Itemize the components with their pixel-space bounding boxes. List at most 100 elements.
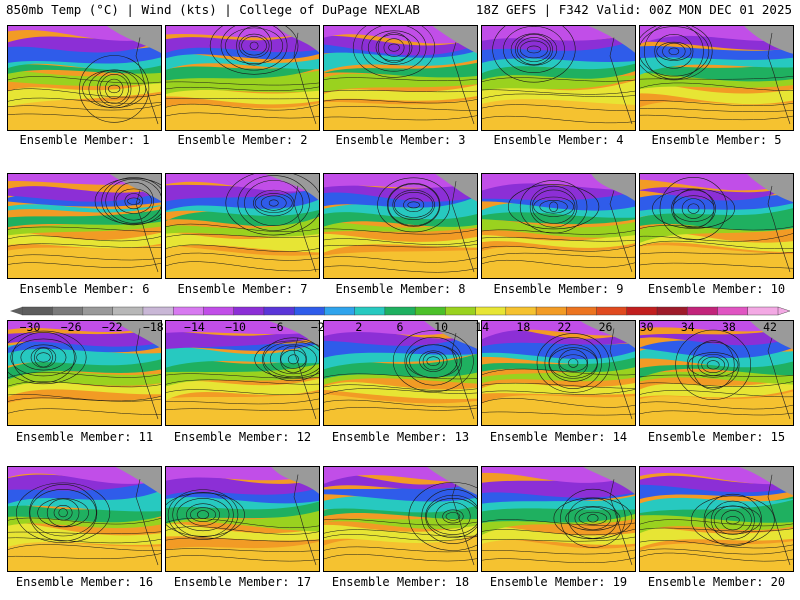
colorbar-swatch	[263, 306, 295, 316]
colorbar-swatch	[384, 306, 416, 316]
ensemble-member-label: Ensemble Member: 20	[647, 575, 786, 589]
temperature-colorbar: −30 −26 −22 −18 −14 −10 −6 −2 2 6 10 14 18 22 26 30 34 38…	[10, 306, 791, 334]
temperature-field	[166, 174, 319, 278]
ensemble-member-label: Ensemble Member: 16	[15, 575, 154, 589]
colorbar-swatch	[172, 306, 204, 316]
ensemble-member-map	[481, 173, 636, 279]
temperature-field	[324, 26, 477, 130]
ensemble-member-map	[639, 466, 794, 572]
colorbar-swatch	[233, 306, 265, 316]
colorbar-right-arrow	[777, 306, 791, 316]
ensemble-member-map	[7, 320, 162, 426]
colorbar-swatch	[21, 306, 53, 316]
temperature-field	[166, 321, 319, 425]
temperature-field	[640, 467, 793, 571]
colorbar-tick-label: 30	[640, 320, 654, 334]
ensemble-member-map	[7, 173, 162, 279]
ensemble-member-map	[7, 25, 162, 131]
temperature-field	[640, 174, 793, 278]
ensemble-member-label: Ensemble Member: 12	[173, 430, 312, 444]
ensemble-member-label: Ensemble Member: 11	[15, 430, 154, 444]
colorbar-tick-label: 2	[355, 320, 362, 334]
temperature-field	[324, 174, 477, 278]
ensemble-member-map	[481, 25, 636, 131]
colorbar-swatch	[445, 306, 477, 316]
colorbar-swatch	[82, 306, 114, 316]
ensemble-member-label: Ensemble Member: 18	[331, 575, 470, 589]
temperature-field	[8, 174, 161, 278]
colorbar-tick-label: 14	[475, 320, 489, 334]
colorbar-left-arrow	[10, 307, 22, 315]
colorbar-tick-label: 42	[763, 320, 777, 334]
colorbar-swatch	[293, 306, 325, 316]
ensemble-member-label: Ensemble Member: 6	[19, 282, 150, 296]
colorbar-tick-label: 18	[516, 320, 530, 334]
colorbar-tick-label: 6	[397, 320, 404, 334]
ensemble-member-map	[639, 173, 794, 279]
colorbar-swatch	[112, 306, 144, 316]
ensemble-member-map	[639, 320, 794, 426]
colorbar-tick-label: −14	[184, 320, 205, 334]
colorbar-tick-label: −10	[225, 320, 246, 334]
colorbar-swatch	[596, 306, 628, 316]
map-title: 850mb Temp (°C) | Wind (kts) | College o…	[6, 2, 420, 17]
ensemble-member-map	[639, 25, 794, 131]
colorbar-swatch	[747, 306, 779, 316]
colorbar-tick-label: −2	[311, 320, 325, 334]
ensemble-member-label: Ensemble Member: 17	[173, 575, 312, 589]
temperature-field	[482, 26, 635, 130]
colorbar-swatch	[535, 306, 567, 316]
colorbar-swatch	[354, 306, 386, 316]
ensemble-member-label: Ensemble Member: 5	[651, 133, 782, 147]
ensemble-member-map	[7, 466, 162, 572]
colorbar-tick-label: −22	[102, 320, 123, 334]
colorbar-swatch	[52, 306, 83, 316]
temperature-field	[640, 26, 793, 130]
ensemble-member-label: Ensemble Member: 1	[19, 133, 150, 147]
temperature-field	[482, 174, 635, 278]
ensemble-member-label: Ensemble Member: 10	[647, 282, 786, 296]
ensemble-member-label: Ensemble Member: 3	[335, 133, 466, 147]
colorbar-swatch	[414, 306, 446, 316]
ensemble-member-map	[165, 25, 320, 131]
temperature-field	[166, 467, 319, 571]
colorbar-swatch	[142, 306, 174, 316]
ensemble-member-map	[481, 466, 636, 572]
ensemble-member-map	[323, 466, 478, 572]
temperature-field	[640, 321, 793, 425]
ensemble-member-map	[165, 466, 320, 572]
colorbar-tick-label: 34	[681, 320, 695, 334]
ensemble-member-label: Ensemble Member: 19	[489, 575, 628, 589]
temperature-field	[8, 467, 161, 571]
colorbar-tick-label: −18	[143, 320, 164, 334]
ensemble-member-label: Ensemble Member: 7	[177, 282, 308, 296]
ensemble-member-map	[323, 320, 478, 426]
ensemble-member-map	[165, 173, 320, 279]
ensemble-member-label: Ensemble Member: 14	[489, 430, 628, 444]
colorbar-swatch	[656, 306, 688, 316]
ensemble-member-label: Ensemble Member: 4	[493, 133, 624, 147]
ensemble-member-map	[323, 173, 478, 279]
temperature-field	[324, 467, 477, 571]
colorbar-tick-label: 26	[599, 320, 613, 334]
colorbar-tick-label: 38	[722, 320, 736, 334]
colorbar-swatch	[475, 306, 507, 316]
colorbar-tick-label: −6	[270, 320, 284, 334]
colorbar-tick-label: −30	[20, 320, 41, 334]
colorbar-swatch	[566, 306, 598, 316]
colorbar-swatch	[505, 306, 537, 316]
ensemble-member-label: Ensemble Member: 8	[335, 282, 466, 296]
temperature-field	[482, 467, 635, 571]
colorbar-swatch	[324, 306, 356, 316]
colorbar-tick-label: −26	[61, 320, 82, 334]
ensemble-member-map	[165, 320, 320, 426]
colorbar-swatch	[687, 306, 719, 316]
temperature-field	[324, 321, 477, 425]
colorbar-swatch	[203, 306, 235, 316]
temperature-field	[8, 26, 161, 130]
ensemble-member-label: Ensemble Member: 13	[331, 430, 470, 444]
ensemble-member-label: Ensemble Member: 9	[493, 282, 624, 296]
ensemble-member-label: Ensemble Member: 15	[647, 430, 786, 444]
ensemble-member-map	[323, 25, 478, 131]
ensemble-member-map	[481, 320, 636, 426]
